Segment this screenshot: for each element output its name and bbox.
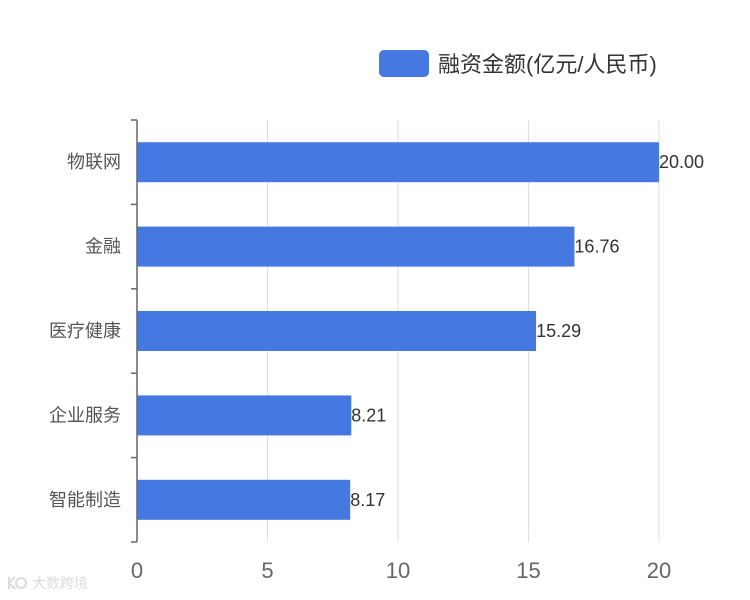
- category-label: 医疗健康: [49, 321, 121, 341]
- data-label: 20.00: [659, 152, 704, 172]
- watermark: 大数跨境: [6, 573, 88, 593]
- category-label: 智能制造: [49, 490, 121, 510]
- bar[interactable]: [137, 479, 351, 520]
- labels: 0 5 10 15 20 物联网 20.00 金融 16.76 医疗健康 15.29 企业服务 8.21…: [49, 152, 704, 583]
- x-tick-label: 15: [516, 558, 540, 583]
- data-label: 16.76: [574, 237, 619, 257]
- bars: [137, 142, 659, 520]
- axes: [131, 119, 138, 543]
- data-label: 8.17: [350, 490, 385, 510]
- x-tick-label: 10: [386, 558, 410, 583]
- x-tick-label: 0: [131, 558, 143, 583]
- bar[interactable]: [137, 311, 537, 351]
- bar[interactable]: [137, 142, 659, 183]
- data-label: 15.29: [536, 321, 581, 341]
- bar[interactable]: [137, 226, 575, 267]
- legend-swatch: [379, 50, 429, 77]
- legend[interactable]: 融资金额(亿元/人民币): [379, 50, 657, 77]
- watermark-text: 大数跨境: [32, 575, 88, 591]
- category-label: 金融: [85, 237, 121, 257]
- x-tick-label: 5: [261, 558, 273, 583]
- category-label: 物联网: [67, 152, 121, 172]
- data-label: 8.21: [351, 405, 386, 425]
- category-label: 企业服务: [49, 405, 121, 425]
- legend-label: 融资金额(亿元/人民币): [438, 52, 657, 77]
- kr-logo-icon: [8, 576, 27, 590]
- bar[interactable]: [137, 395, 352, 436]
- x-tick-label: 20: [647, 558, 671, 583]
